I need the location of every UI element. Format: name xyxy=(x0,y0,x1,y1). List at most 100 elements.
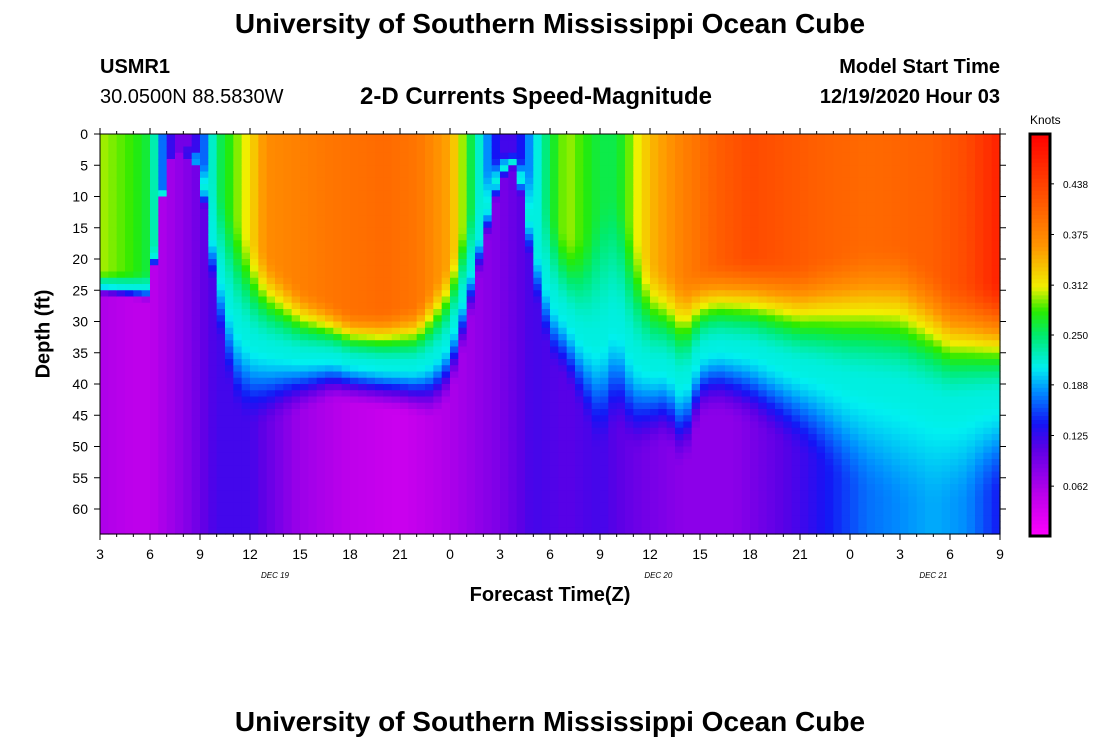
heatmap-cell xyxy=(433,515,443,523)
heatmap-cell xyxy=(383,490,393,498)
heatmap-cell xyxy=(558,502,568,510)
heatmap-cell xyxy=(625,140,634,148)
heatmap-cell xyxy=(433,265,443,273)
heatmap-cell xyxy=(483,459,493,466)
heatmap-cell xyxy=(166,302,176,310)
heatmap-cell xyxy=(516,509,526,516)
heatmap-cell xyxy=(733,452,743,460)
heatmap-cell xyxy=(100,246,109,254)
heatmap-cell xyxy=(175,415,184,423)
heatmap-cell xyxy=(466,452,476,460)
heatmap-cell xyxy=(616,409,626,416)
heatmap-cell xyxy=(266,484,276,491)
heatmap-cell xyxy=(650,321,659,329)
heatmap-cell xyxy=(116,371,126,379)
heatmap-cell xyxy=(233,190,243,198)
heatmap-cell xyxy=(166,415,176,423)
heatmap-cell xyxy=(216,171,226,179)
heatmap-cell xyxy=(408,452,418,460)
heatmap-cell xyxy=(583,146,593,154)
heatmap-cell xyxy=(641,134,651,141)
heatmap-cell xyxy=(175,334,184,341)
heatmap-cell xyxy=(291,277,301,285)
heatmap-cell xyxy=(508,327,518,335)
heatmap-cell xyxy=(591,284,601,291)
heatmap-cell xyxy=(466,459,476,466)
heatmap-cell xyxy=(150,265,159,273)
heatmap-cell xyxy=(325,227,334,235)
page-title: University of Southern Mississippi Ocean… xyxy=(234,8,866,39)
heatmap-cell xyxy=(416,152,426,160)
heatmap-cell xyxy=(333,496,343,504)
heatmap-cell xyxy=(541,415,551,423)
heatmap-cell xyxy=(666,352,676,360)
heatmap-cell xyxy=(191,177,201,185)
heatmap-cell xyxy=(166,265,176,273)
heatmap-cell xyxy=(508,352,518,360)
heatmap-cell xyxy=(325,146,334,154)
heatmap-cell xyxy=(683,402,693,410)
heatmap-cell xyxy=(183,321,193,329)
heatmap-cell xyxy=(191,234,201,241)
heatmap-cell xyxy=(275,152,284,160)
heatmap-cell xyxy=(358,346,368,354)
heatmap-cell xyxy=(175,259,184,266)
heatmap-cell xyxy=(533,446,543,454)
heatmap-cell xyxy=(308,234,318,241)
heatmap-cell xyxy=(241,184,251,191)
heatmap-cell xyxy=(108,496,118,504)
heatmap-cell xyxy=(708,490,718,498)
heatmap-cell xyxy=(350,496,359,504)
heatmap-cell xyxy=(400,327,409,335)
heatmap-cell xyxy=(375,140,384,148)
heatmap-cell xyxy=(500,409,509,416)
heatmap-cell xyxy=(116,465,126,473)
heatmap-cell xyxy=(458,221,468,229)
heatmap-cell xyxy=(200,434,209,441)
heatmap-cell xyxy=(391,159,401,166)
heatmap-cell xyxy=(225,159,234,166)
heatmap-cell xyxy=(216,271,226,279)
heatmap-cell xyxy=(333,509,343,516)
heatmap-cell xyxy=(116,240,126,248)
heatmap-cell xyxy=(650,302,659,310)
heatmap-cell xyxy=(583,396,593,404)
heatmap-cell xyxy=(541,509,551,516)
heatmap-cell xyxy=(158,459,168,466)
heatmap-cell xyxy=(333,352,343,360)
heatmap-cell xyxy=(500,296,509,304)
heatmap-cell xyxy=(600,221,609,229)
heatmap-cell xyxy=(350,421,359,429)
heatmap-cell xyxy=(583,171,593,179)
heatmap-cell xyxy=(233,427,243,435)
heatmap-cell xyxy=(558,390,568,398)
heatmap-cell xyxy=(508,152,518,160)
heatmap-cell xyxy=(591,165,601,173)
heatmap-cell xyxy=(675,359,684,366)
heatmap-cell xyxy=(491,252,501,260)
heatmap-cell xyxy=(383,146,393,154)
heatmap-cell xyxy=(666,402,676,410)
heatmap-cell xyxy=(150,202,159,210)
heatmap-cell xyxy=(533,134,543,141)
heatmap-cell xyxy=(125,209,134,216)
heatmap-cell xyxy=(650,334,659,341)
heatmap-cell xyxy=(508,515,518,523)
heatmap-cell xyxy=(441,459,451,466)
heatmap-cell xyxy=(391,221,401,229)
heatmap-cell xyxy=(375,390,384,398)
heatmap-cell xyxy=(133,209,143,216)
heatmap-cell xyxy=(416,240,426,248)
heatmap-cell xyxy=(550,177,559,185)
heatmap-cell xyxy=(583,252,593,260)
heatmap-cell xyxy=(566,202,576,210)
heatmap-cell xyxy=(733,290,743,298)
heatmap-cell xyxy=(283,515,293,523)
heatmap-cell xyxy=(691,140,701,148)
heatmap-cell xyxy=(583,265,593,273)
heatmap-cell xyxy=(558,134,568,141)
heatmap-cell xyxy=(658,490,668,498)
heatmap-cell xyxy=(725,384,734,391)
heatmap-cell xyxy=(433,396,443,404)
heatmap-cell xyxy=(341,184,351,191)
